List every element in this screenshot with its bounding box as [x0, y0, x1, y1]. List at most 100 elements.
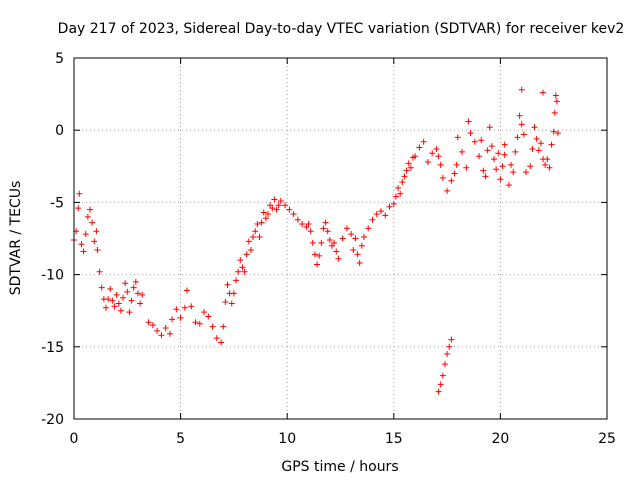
data-point-marker — [493, 166, 500, 173]
data-point-marker — [86, 206, 93, 213]
data-point-marker — [527, 163, 534, 170]
data-point-marker — [437, 161, 444, 168]
data-point-marker — [113, 291, 120, 298]
data-point-marker — [554, 130, 561, 137]
data-point-marker — [275, 202, 282, 209]
data-point-marker — [546, 164, 553, 171]
data-point-marker — [75, 205, 82, 212]
data-point-marker — [441, 361, 448, 368]
data-point-marker — [177, 314, 184, 321]
data-point-marker — [405, 160, 412, 167]
data-point-marker — [480, 167, 487, 174]
data-point-marker — [444, 351, 451, 358]
data-point-marker — [213, 335, 220, 342]
data-point-marker — [314, 261, 321, 268]
x-tick-label: 0 — [70, 431, 79, 447]
data-point-marker — [401, 173, 408, 180]
data-point-marker — [111, 303, 118, 310]
data-point-marker — [435, 153, 442, 160]
data-point-marker — [420, 138, 427, 145]
data-point-marker — [550, 128, 557, 135]
data-point-marker — [354, 251, 361, 258]
data-point-marker — [132, 278, 139, 285]
data-point-marker — [235, 268, 242, 275]
data-point-marker — [233, 277, 240, 284]
data-point-marker — [399, 179, 406, 186]
data-point-marker — [522, 169, 529, 176]
data-point-marker — [514, 134, 521, 141]
data-point-marker — [444, 187, 451, 194]
data-point-marker — [395, 184, 402, 191]
data-point-marker — [437, 381, 444, 388]
data-point-marker — [451, 170, 458, 177]
data-point-marker — [446, 343, 453, 350]
data-point-marker — [145, 319, 152, 326]
data-point-marker — [247, 247, 254, 254]
data-point-marker — [390, 200, 397, 207]
data-point-marker — [548, 141, 555, 148]
data-point-marker — [510, 169, 517, 176]
data-point-marker — [130, 284, 137, 291]
data-point-marker — [459, 148, 466, 155]
data-point-marker — [124, 288, 131, 295]
data-point-marker — [322, 219, 329, 226]
data-point-marker — [294, 216, 301, 223]
chart-title: Day 217 of 2023, Sidereal Day-to-day VTE… — [58, 21, 625, 37]
data-point-marker — [126, 309, 133, 316]
data-point-marker — [339, 235, 346, 242]
y-tick-label: 0 — [55, 123, 64, 139]
data-point-marker — [326, 236, 333, 243]
data-point-marker — [205, 313, 212, 320]
data-point-marker — [282, 202, 289, 209]
data-point-marker — [416, 144, 423, 151]
data-point-marker — [429, 150, 436, 157]
data-point-marker — [89, 219, 96, 226]
grid-lines — [74, 58, 607, 419]
data-point-marker — [309, 239, 316, 246]
data-point-marker — [465, 118, 472, 125]
data-point-marker — [331, 239, 338, 246]
data-point-marker — [201, 309, 208, 316]
data-point-marker — [271, 196, 278, 203]
data-point-marker — [196, 320, 203, 327]
data-point-marker — [262, 215, 269, 222]
data-point-marker — [356, 260, 363, 267]
data-point-marker — [307, 228, 314, 235]
data-point-marker — [433, 145, 440, 152]
data-point-marker — [386, 203, 393, 210]
data-point-marker — [333, 248, 340, 255]
data-point-marker — [166, 330, 173, 337]
data-point-marker — [499, 163, 506, 170]
data-point-marker — [435, 388, 442, 395]
data-point-marker — [463, 164, 470, 171]
data-point-marker — [335, 255, 342, 262]
data-point-marker — [169, 316, 176, 323]
data-point-marker — [453, 161, 460, 168]
data-point-marker — [478, 137, 485, 144]
data-point-marker — [139, 291, 146, 298]
data-point-marker — [495, 150, 502, 157]
data-point-marker — [439, 174, 446, 181]
data-point-marker — [488, 143, 495, 150]
data-point-marker — [512, 148, 519, 155]
data-point-marker — [137, 300, 144, 307]
data-point-marker — [412, 153, 419, 160]
data-point-marker — [369, 216, 376, 223]
data-point-marker — [343, 225, 350, 232]
data-point-marker — [365, 225, 372, 232]
data-point-marker — [497, 176, 504, 183]
x-axis-label: GPS time / hours — [281, 459, 398, 475]
data-point-marker — [102, 304, 109, 311]
y-tick-label: -20 — [41, 412, 64, 428]
data-point-marker — [224, 281, 231, 288]
data-point-marker — [403, 167, 410, 174]
data-point-marker — [241, 268, 248, 275]
data-point-marker — [551, 109, 558, 116]
y-tick-label: -5 — [50, 195, 64, 211]
x-tick-label: 20 — [491, 431, 509, 447]
data-point-marker — [348, 231, 355, 238]
data-point-marker — [218, 339, 225, 346]
data-point-marker — [352, 235, 359, 242]
data-point-marker — [392, 193, 399, 200]
data-point-marker — [107, 286, 114, 293]
